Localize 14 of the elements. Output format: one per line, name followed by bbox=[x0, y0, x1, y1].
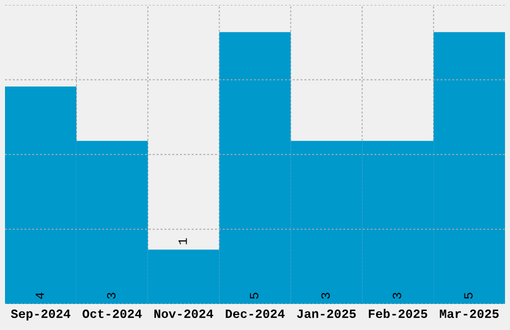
data-label: 5 bbox=[464, 292, 473, 299]
x-tick-label: Sep-2024 bbox=[10, 310, 70, 321]
x-tick-label: Dec-2024 bbox=[226, 310, 285, 318]
data-label: 3 bbox=[107, 292, 116, 299]
x-tick-label: Feb-2025 bbox=[368, 308, 428, 318]
x-tick-label: Nov-2024 bbox=[154, 310, 214, 318]
data-label: 5 bbox=[250, 292, 258, 299]
data-label: 3 bbox=[392, 292, 402, 299]
x-tick-label: Jan-2025 bbox=[297, 310, 356, 318]
x-tick-label: Mar-2025 bbox=[440, 310, 499, 318]
x-tick-label: Oct-2024 bbox=[82, 310, 142, 318]
data-label: 3 bbox=[321, 292, 330, 299]
data-label: 4 bbox=[36, 292, 44, 299]
data-label: 1 bbox=[178, 238, 187, 244]
